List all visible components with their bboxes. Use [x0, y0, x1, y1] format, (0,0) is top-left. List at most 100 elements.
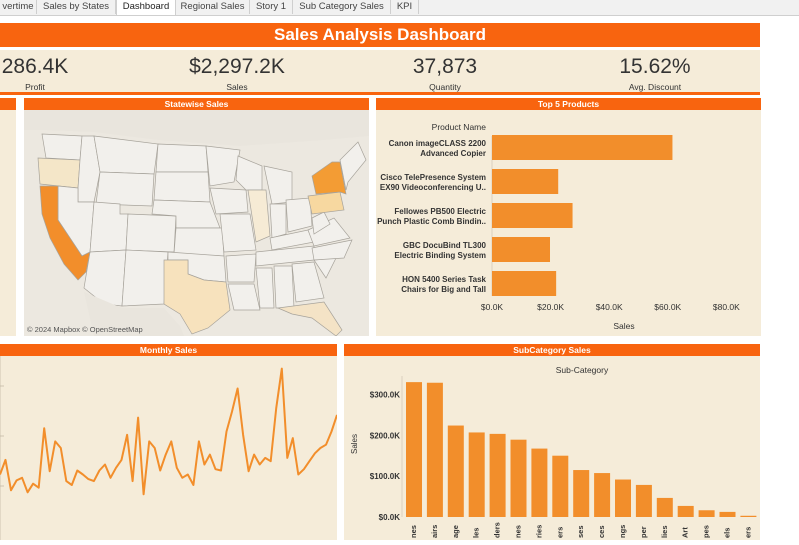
- mexico-region: [84, 292, 184, 336]
- subcat-xtick: ses: [576, 525, 585, 538]
- monthly-panel: [0, 356, 338, 540]
- subcat-bar: [468, 432, 485, 517]
- subcat-xtick: ces: [597, 525, 606, 538]
- state-indiana: [269, 203, 287, 239]
- state-north-dakota: [155, 143, 209, 173]
- top5-bar: [492, 169, 559, 194]
- state-north-carolina: [311, 239, 353, 261]
- subcat-xtick: nes: [514, 525, 523, 538]
- tab-sales-by-states[interactable]: Sales by States: [37, 0, 116, 14]
- tab-sub-category-sales[interactable]: Sub Category Sales: [293, 0, 391, 14]
- subcat-bar: [447, 425, 464, 517]
- state-montana: [93, 135, 159, 175]
- statewise-header: Statewise Sales: [24, 98, 369, 110]
- subcat-xtick: ngs: [618, 525, 627, 538]
- subcat-xtick: ries: [534, 525, 543, 538]
- subcat-bar: [426, 382, 443, 517]
- subcat-xtick: Art: [681, 527, 690, 538]
- state-california: [39, 185, 91, 281]
- top5-bar: [492, 271, 557, 296]
- tab-dashboard[interactable]: Dashboard: [116, 0, 176, 15]
- monthly-sales-line: [0, 367, 338, 496]
- kpi-discount-value: 15.62%: [619, 55, 691, 78]
- subcat-bar: [635, 484, 652, 517]
- tab-regional-sales[interactable]: Regional Sales: [176, 0, 250, 14]
- subcat-bar: [573, 470, 590, 517]
- subcat-xtick: nes: [409, 525, 418, 538]
- state-pennsylvania: [307, 191, 345, 215]
- tab-kpi[interactable]: KPI: [391, 0, 419, 14]
- top5-panel: Product Name Canon imageCLASS 2200 Advance…: [376, 110, 761, 336]
- top5-bar: [492, 135, 673, 160]
- state-iowa: [209, 187, 249, 215]
- subcat-panel: Sub-Category Sales $0.0K $100.0K $200.0K $300…: [344, 356, 760, 540]
- top5-label: Advanced Copier: [420, 149, 486, 158]
- subcat-xtick: pes: [702, 525, 711, 538]
- state-oregon: [37, 157, 81, 189]
- top5-xtick: $20.0K: [537, 302, 564, 312]
- top5-xtick: $60.0K: [654, 302, 681, 312]
- kpi-discount-label: Avg. Discount: [628, 82, 682, 92]
- state-missouri: [219, 213, 257, 253]
- state-new-york: [311, 161, 347, 195]
- state-texas: [163, 259, 231, 335]
- subcat-ytick: $300.0K: [370, 390, 400, 399]
- kpi-profit-label: Profit: [25, 82, 45, 92]
- state-minnesota: [205, 145, 241, 187]
- tab-overtime[interactable]: vertime: [0, 0, 37, 14]
- subcat-bar: [698, 510, 715, 517]
- state-arkansas: [225, 253, 257, 283]
- kpi-quantity-label: Quantity: [429, 82, 461, 92]
- top5-xtick: $80.0K: [713, 302, 740, 312]
- monthly-chart: [0, 356, 338, 540]
- subcat-xtick: ers: [555, 527, 564, 538]
- kpi-band: 286.4K Profit $2,297.2K Sales 37,873 Qua…: [0, 50, 760, 95]
- top5-chart: Product Name Canon imageCLASS 2200Advance…: [377, 122, 740, 331]
- subcat-bar: [656, 497, 673, 517]
- subcat-xtick: per: [639, 526, 648, 538]
- top5-label: Chairs for Big and Tall: [401, 285, 486, 294]
- subcat-bar: [531, 448, 548, 517]
- state-wisconsin: [235, 155, 263, 191]
- state-new-mexico: [121, 249, 169, 307]
- left-panel: [0, 110, 16, 336]
- top5-xlabel: Sales: [613, 321, 634, 331]
- subcat-xtick: age: [451, 525, 460, 538]
- state-michigan: [263, 165, 293, 205]
- kpi-sales-value: $2,297.2K: [189, 55, 285, 78]
- top5-label: Electric Binding System: [394, 251, 486, 260]
- subcat-bar: [594, 473, 611, 517]
- state-west-virginia: [311, 211, 331, 235]
- subcat-xlabel: Sub-Category: [556, 365, 609, 375]
- state-florida: [276, 301, 343, 336]
- state-washington: [41, 133, 83, 161]
- subcat-xtick: els: [723, 528, 732, 538]
- top5-xtick: $40.0K: [596, 302, 623, 312]
- subcat-xtick: lies: [660, 525, 669, 538]
- subcat-bar: [615, 479, 631, 517]
- left-panel-header: [0, 98, 16, 110]
- top5-label: Punch Plastic Comb Bindin..: [377, 217, 486, 226]
- top5-label: EX90 Videoconferencing U..: [380, 183, 486, 192]
- subcat-bar: [489, 433, 506, 517]
- state-utah: [89, 201, 129, 253]
- subcat-bar: [677, 505, 694, 517]
- top5-label: Canon imageCLASS 2200: [389, 139, 487, 148]
- subcat-xtick: les: [472, 528, 481, 538]
- top5-bar: [492, 237, 551, 262]
- state-colorado: [125, 213, 177, 253]
- state-kansas: [173, 227, 225, 257]
- subcat-xtick: airs: [430, 525, 439, 538]
- subcat-bar: [406, 382, 422, 517]
- top5-ylabel: Product Name: [432, 122, 487, 132]
- top5-header: Top 5 Products: [376, 98, 761, 110]
- subcat-bar: [740, 515, 757, 517]
- tab-story-1[interactable]: Story 1: [250, 0, 293, 14]
- subcat-xtick: ders: [493, 522, 502, 538]
- subcat-header: SubCategory Sales: [344, 344, 760, 356]
- statewise-map[interactable]: © 2024 Mapbox © OpenStreetMap: [24, 110, 369, 336]
- state-ohio: [285, 197, 313, 233]
- state-south-dakota: [153, 171, 211, 203]
- subcat-ytick: $100.0K: [370, 472, 400, 481]
- subcat-bar: [719, 511, 736, 517]
